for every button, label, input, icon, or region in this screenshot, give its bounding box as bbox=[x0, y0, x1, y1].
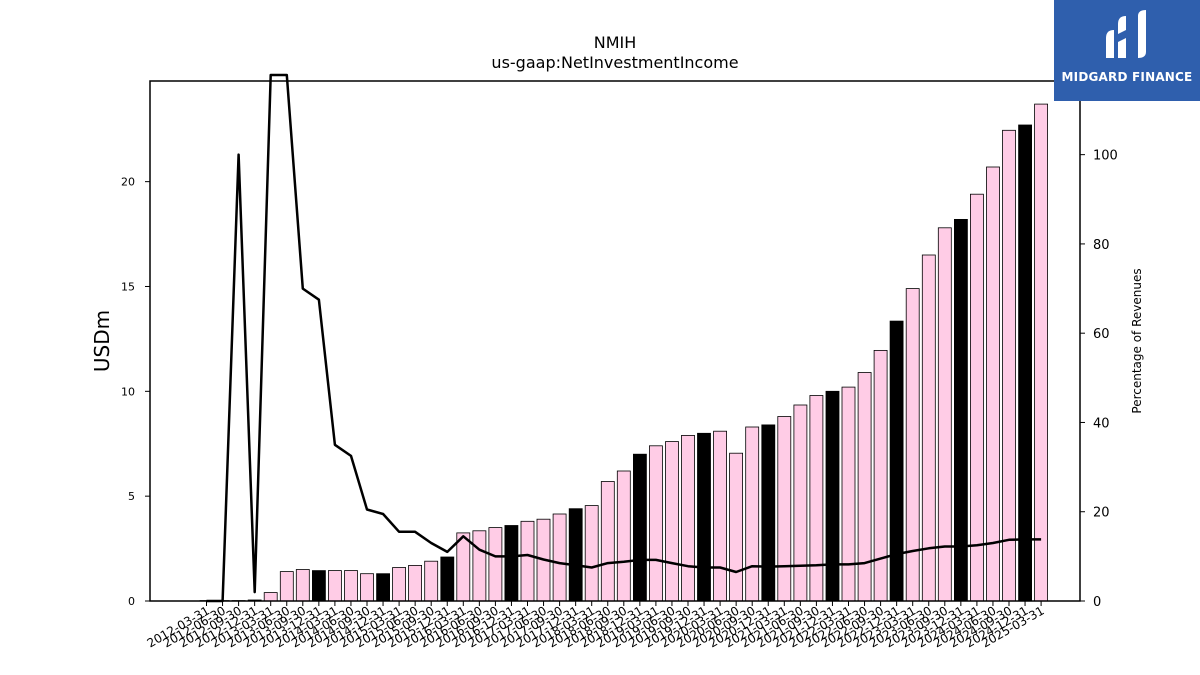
bar-2019-06-30 bbox=[665, 441, 679, 602]
percentage-line bbox=[206, 73, 1042, 603]
bar-2022-09-30 bbox=[873, 349, 888, 602]
y2-tick-label: 0 bbox=[1093, 595, 1101, 610]
bar-2021-06-30 bbox=[793, 404, 808, 602]
x-ticks-group: 2012-03-312012-06-302012-09-302012-12-31… bbox=[145, 601, 1047, 650]
bar-2020-06-30 bbox=[729, 452, 743, 602]
bar-2016-03-31 bbox=[456, 532, 471, 602]
bar-2019-03-31 bbox=[649, 445, 663, 602]
bar-2020-03-31 bbox=[713, 430, 727, 602]
bar-2022-06-30 bbox=[857, 372, 872, 602]
y-tick-label: 20 bbox=[121, 176, 135, 189]
bar-2013-09-30 bbox=[295, 569, 310, 602]
bar-2021-12-31 bbox=[825, 390, 840, 602]
bar-2018-12-31 bbox=[633, 453, 647, 602]
y-tick-label: 5 bbox=[128, 490, 135, 503]
chart-title: NMIH bbox=[594, 33, 637, 52]
bar-2021-09-30 bbox=[809, 395, 824, 602]
bar-2024-06-30 bbox=[986, 166, 1000, 602]
midgard-logo-icon bbox=[1106, 10, 1146, 58]
bar-2013-06-30 bbox=[279, 571, 294, 602]
chart-subtitle: us-gaap:NetInvestmentIncome bbox=[491, 53, 738, 72]
bar-2013-12-31 bbox=[311, 570, 326, 602]
y-tick-label: 0 bbox=[128, 595, 135, 608]
bar-2015-06-30 bbox=[408, 565, 423, 602]
bar-2015-12-31 bbox=[440, 556, 455, 602]
bar-2018-03-31 bbox=[584, 505, 599, 602]
y-ticks-group: 0 5 10 15 20 bbox=[121, 176, 150, 608]
bar-2025-03-31 bbox=[1034, 103, 1048, 602]
bar-2023-09-30 bbox=[937, 227, 952, 602]
bar-2015-09-30 bbox=[424, 560, 439, 602]
y2-tick-label: 100 bbox=[1093, 149, 1118, 164]
bar-2021-03-31 bbox=[777, 416, 792, 602]
bar-2024-12-31 bbox=[1018, 124, 1032, 602]
y2-ticks-group: 0 20 40 60 80 100 bbox=[1080, 149, 1118, 610]
y-tick-label: 10 bbox=[121, 385, 135, 398]
bar-2014-03-31 bbox=[327, 570, 342, 602]
y-tick-label: 15 bbox=[121, 280, 135, 293]
bar-2024-03-31 bbox=[970, 193, 984, 602]
midgard-finance-logo: MIDGARD FINANCE bbox=[1054, 0, 1200, 101]
bar-2023-03-31 bbox=[905, 288, 920, 602]
bar-2017-03-31 bbox=[520, 520, 535, 602]
y-axis-label: USDm bbox=[90, 310, 114, 372]
bar-2016-09-30 bbox=[488, 527, 503, 602]
y2-tick-label: 80 bbox=[1093, 238, 1110, 253]
bar-2019-12-31 bbox=[697, 432, 711, 602]
bar-2023-12-31 bbox=[954, 218, 968, 602]
bars-group bbox=[199, 103, 1048, 602]
y2-tick-label: 20 bbox=[1093, 506, 1110, 521]
bar-2019-09-30 bbox=[681, 434, 695, 602]
plot-frame bbox=[149, 80, 1081, 602]
bar-2022-03-31 bbox=[841, 386, 856, 602]
bar-2014-12-31 bbox=[376, 573, 391, 602]
bar-2014-09-30 bbox=[360, 573, 374, 602]
y2-axis-label: Percentage of Revenues bbox=[1130, 268, 1144, 413]
bar-2017-12-31 bbox=[568, 508, 583, 602]
bar-2016-12-31 bbox=[504, 525, 519, 602]
bar-2020-09-30 bbox=[745, 426, 760, 602]
bar-2022-12-31 bbox=[889, 320, 904, 602]
logo-text: MIDGARD FINANCE bbox=[1061, 70, 1193, 84]
bar-2016-06-30 bbox=[472, 530, 487, 602]
bar-2024-09-30 bbox=[1002, 129, 1016, 602]
bar-2018-09-30 bbox=[616, 470, 631, 602]
y2-tick-label: 60 bbox=[1093, 327, 1110, 342]
bar-2020-12-31 bbox=[761, 424, 776, 602]
bar-2018-06-30 bbox=[600, 481, 615, 602]
bar-2015-03-31 bbox=[392, 567, 407, 602]
y2-tick-label: 40 bbox=[1093, 416, 1110, 431]
bar-2013-03-31 bbox=[263, 592, 278, 602]
bar-2014-06-30 bbox=[344, 570, 358, 602]
bar-2017-09-30 bbox=[552, 513, 567, 602]
